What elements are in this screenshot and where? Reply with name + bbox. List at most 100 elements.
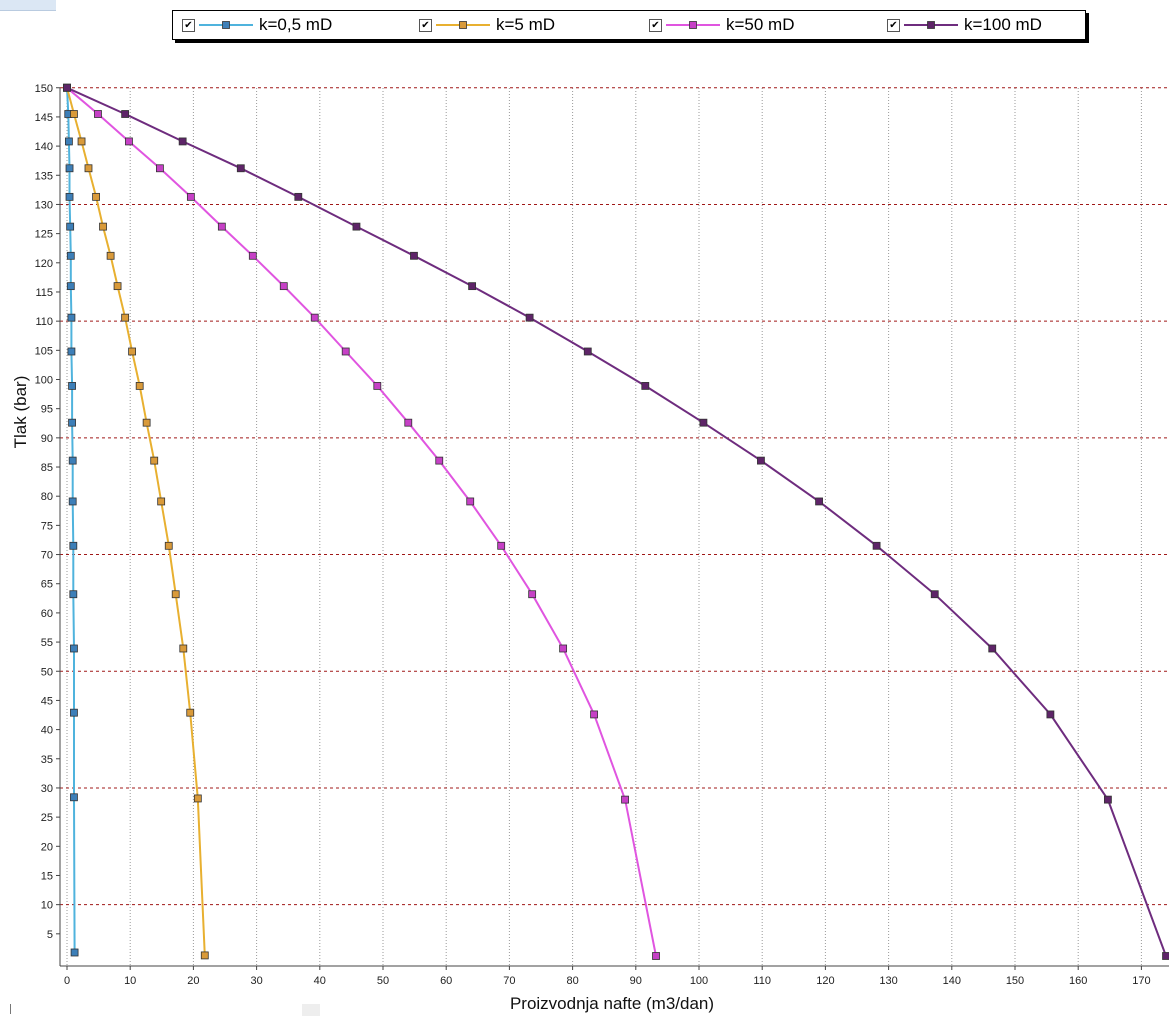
data-point <box>94 110 102 118</box>
data-point <box>77 137 86 146</box>
data-point <box>113 282 122 291</box>
data-point <box>68 497 77 506</box>
data-point <box>121 313 130 322</box>
y-tick-label: 75 <box>41 520 53 532</box>
data-point <box>699 418 708 427</box>
x-tick-label: 20 <box>187 975 199 987</box>
legend-label: k=50 mD <box>726 15 795 34</box>
scroll-stub <box>302 1004 320 1016</box>
data-point <box>67 347 76 356</box>
y-tick-label: 105 <box>35 345 53 357</box>
data-point <box>164 541 173 550</box>
data-point <box>186 192 195 201</box>
x-tick-label: 100 <box>690 975 708 987</box>
x-tick-label: 40 <box>314 975 326 987</box>
data-point <box>64 137 73 146</box>
y-tick-label: 50 <box>41 666 53 678</box>
data-point <box>410 251 418 260</box>
data-point <box>70 948 79 957</box>
legend-checkbox[interactable]: ✔ <box>887 18 900 32</box>
data-point <box>528 590 537 599</box>
x-tick-label: 160 <box>1069 975 1087 987</box>
x-tick-label: 70 <box>503 975 515 987</box>
grid-lines <box>60 87 1169 966</box>
x-tick-label: 30 <box>250 975 262 987</box>
data-point <box>171 590 180 599</box>
x-tick-label: 170 <box>1132 975 1150 987</box>
y-tick-label: 145 <box>35 112 53 124</box>
y-tick-label: 80 <box>41 491 53 503</box>
legend-item-k50[interactable]: ✔ k=50 mD <box>649 14 795 36</box>
legend-label: k=5 mD <box>496 15 556 34</box>
y-tick-label: 90 <box>41 433 53 445</box>
data-point <box>373 382 382 390</box>
data-point <box>65 192 74 201</box>
data-point <box>67 313 76 322</box>
legend-checkbox[interactable]: ✔ <box>419 18 432 32</box>
y-tick-label: 140 <box>35 141 53 153</box>
data-point <box>468 282 477 291</box>
y-tick-label: 130 <box>35 199 53 211</box>
data-point <box>186 708 195 717</box>
legend-label: k=0,5 mD <box>259 15 333 34</box>
y-axis-title: Tlak (bar) <box>11 376 30 449</box>
y-tick-label: 55 <box>41 637 53 649</box>
data-point <box>621 795 629 804</box>
series-3 <box>63 83 1169 960</box>
x-tick-label: 60 <box>440 975 452 987</box>
data-point <box>641 382 650 390</box>
y-tick-label: 45 <box>41 695 53 707</box>
data-point <box>435 456 444 465</box>
y-tick-label: 70 <box>41 550 53 562</box>
y-tick-label: 120 <box>35 258 53 270</box>
x-tick-label: 10 <box>124 975 136 987</box>
data-point <box>236 164 245 173</box>
y-tick-label: 150 <box>35 83 53 95</box>
data-point <box>121 110 130 118</box>
y-tick-label: 40 <box>41 725 53 737</box>
data-point <box>497 541 506 550</box>
legend-swatch-marker <box>459 21 467 29</box>
legend-item-k5[interactable]: ✔ k=5 mD <box>419 14 555 36</box>
series-2 <box>63 83 660 960</box>
x-tick-label: 120 <box>816 975 834 987</box>
series-line <box>66 86 1167 957</box>
data-point <box>106 251 115 260</box>
data-point <box>69 590 78 599</box>
x-tick-label: 50 <box>377 975 389 987</box>
data-point <box>352 222 361 231</box>
data-point <box>157 497 166 506</box>
data-point <box>294 192 303 201</box>
legend-swatch-line-icon <box>199 21 253 29</box>
series-line <box>66 87 206 956</box>
y-tick-label: 60 <box>41 608 53 620</box>
y-tick-label: 5 <box>47 929 53 941</box>
corner-tab <box>0 0 56 11</box>
data-point <box>66 282 75 291</box>
chart-legend: ✔ k=0,5 mD ✔ k=5 mD ✔ k=50 mD ✔ k=100 mD <box>172 10 1086 40</box>
legend-swatch-marker <box>689 21 697 29</box>
x-tick-label: 90 <box>630 975 642 987</box>
y-tick-label: 30 <box>41 783 53 795</box>
legend-checkbox[interactable]: ✔ <box>649 18 662 32</box>
data-point <box>583 347 592 356</box>
y-tick-label: 20 <box>41 841 53 853</box>
data-point <box>193 794 202 803</box>
legend-checkbox[interactable]: ✔ <box>182 18 195 32</box>
x-tick-label: 0 <box>64 975 70 987</box>
y-tick-label: 135 <box>35 170 53 182</box>
data-point <box>1046 710 1055 719</box>
data-point <box>279 282 288 291</box>
data-point <box>217 222 226 231</box>
legend-item-k100[interactable]: ✔ k=100 mD <box>887 14 1042 36</box>
legend-item-k0-5[interactable]: ✔ k=0,5 mD <box>182 14 332 36</box>
data-point <box>815 497 823 506</box>
y-tick-label: 65 <box>41 579 53 591</box>
data-point <box>68 456 77 465</box>
y-tick-label: 85 <box>41 462 53 474</box>
data-point <box>200 951 209 960</box>
scroll-marker <box>10 1004 11 1014</box>
data-point <box>66 251 75 260</box>
data-point <box>69 541 78 550</box>
data-point <box>70 793 78 802</box>
